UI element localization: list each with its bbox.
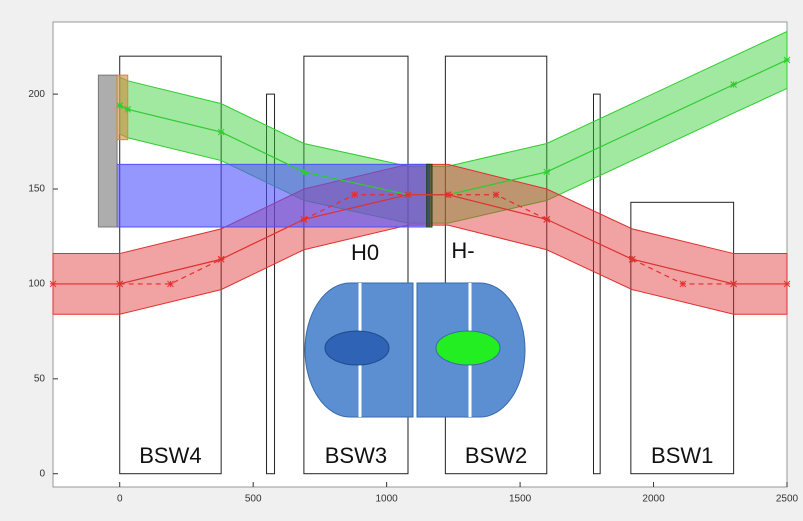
point-marker (784, 281, 790, 287)
point-marker (117, 281, 123, 287)
y-tick-label: 100 (28, 279, 45, 290)
point-marker (731, 281, 737, 287)
y-tick-label: 200 (28, 89, 45, 100)
annotation: H0 (351, 240, 379, 265)
y-tick-label: 50 (34, 373, 46, 384)
x-tick-label: 1000 (376, 494, 399, 505)
point-marker (544, 169, 550, 175)
point-marker (301, 216, 307, 222)
beam-box (117, 164, 429, 227)
page: {"chart_data": {"type": "line", "xlim": … (0, 0, 803, 521)
annotation: H- (451, 238, 474, 263)
x-tick-label: 500 (245, 494, 262, 505)
magnet-label: BSW2 (465, 443, 527, 468)
y-tick-label: 0 (39, 468, 45, 479)
point-marker (493, 192, 499, 198)
x-tick-label: 0 (117, 494, 123, 505)
point-marker (629, 256, 635, 262)
y-tick-label: 150 (28, 184, 45, 195)
point-marker (680, 281, 686, 287)
point-marker (405, 192, 411, 198)
point-marker (218, 129, 224, 135)
point-marker (301, 169, 307, 175)
magnet-label: BSW3 (325, 443, 387, 468)
point-marker (731, 82, 737, 88)
point-marker (50, 281, 56, 287)
x-tick-label: 1500 (509, 494, 532, 505)
point-marker (125, 106, 131, 112)
point-marker (117, 103, 123, 109)
point-marker (218, 256, 224, 262)
magnet-label: BSW1 (651, 443, 713, 468)
point-marker (167, 281, 173, 287)
icon-hminus-spot (436, 331, 500, 365)
beam-box (427, 164, 432, 227)
magnet-label: BSW4 (139, 443, 201, 468)
x-tick-label: 2500 (776, 494, 799, 505)
point-marker (445, 192, 451, 198)
icon-h0-spot (325, 331, 389, 365)
chart: 0 500 1000 1500 2000 2500 0 50 100 150 200 BSW4 BSW3… (0, 0, 803, 521)
point-marker (544, 216, 550, 222)
x-tick-label: 2000 (642, 494, 665, 505)
point-marker (784, 57, 790, 63)
beam-box (98, 75, 117, 227)
point-marker (352, 192, 358, 198)
